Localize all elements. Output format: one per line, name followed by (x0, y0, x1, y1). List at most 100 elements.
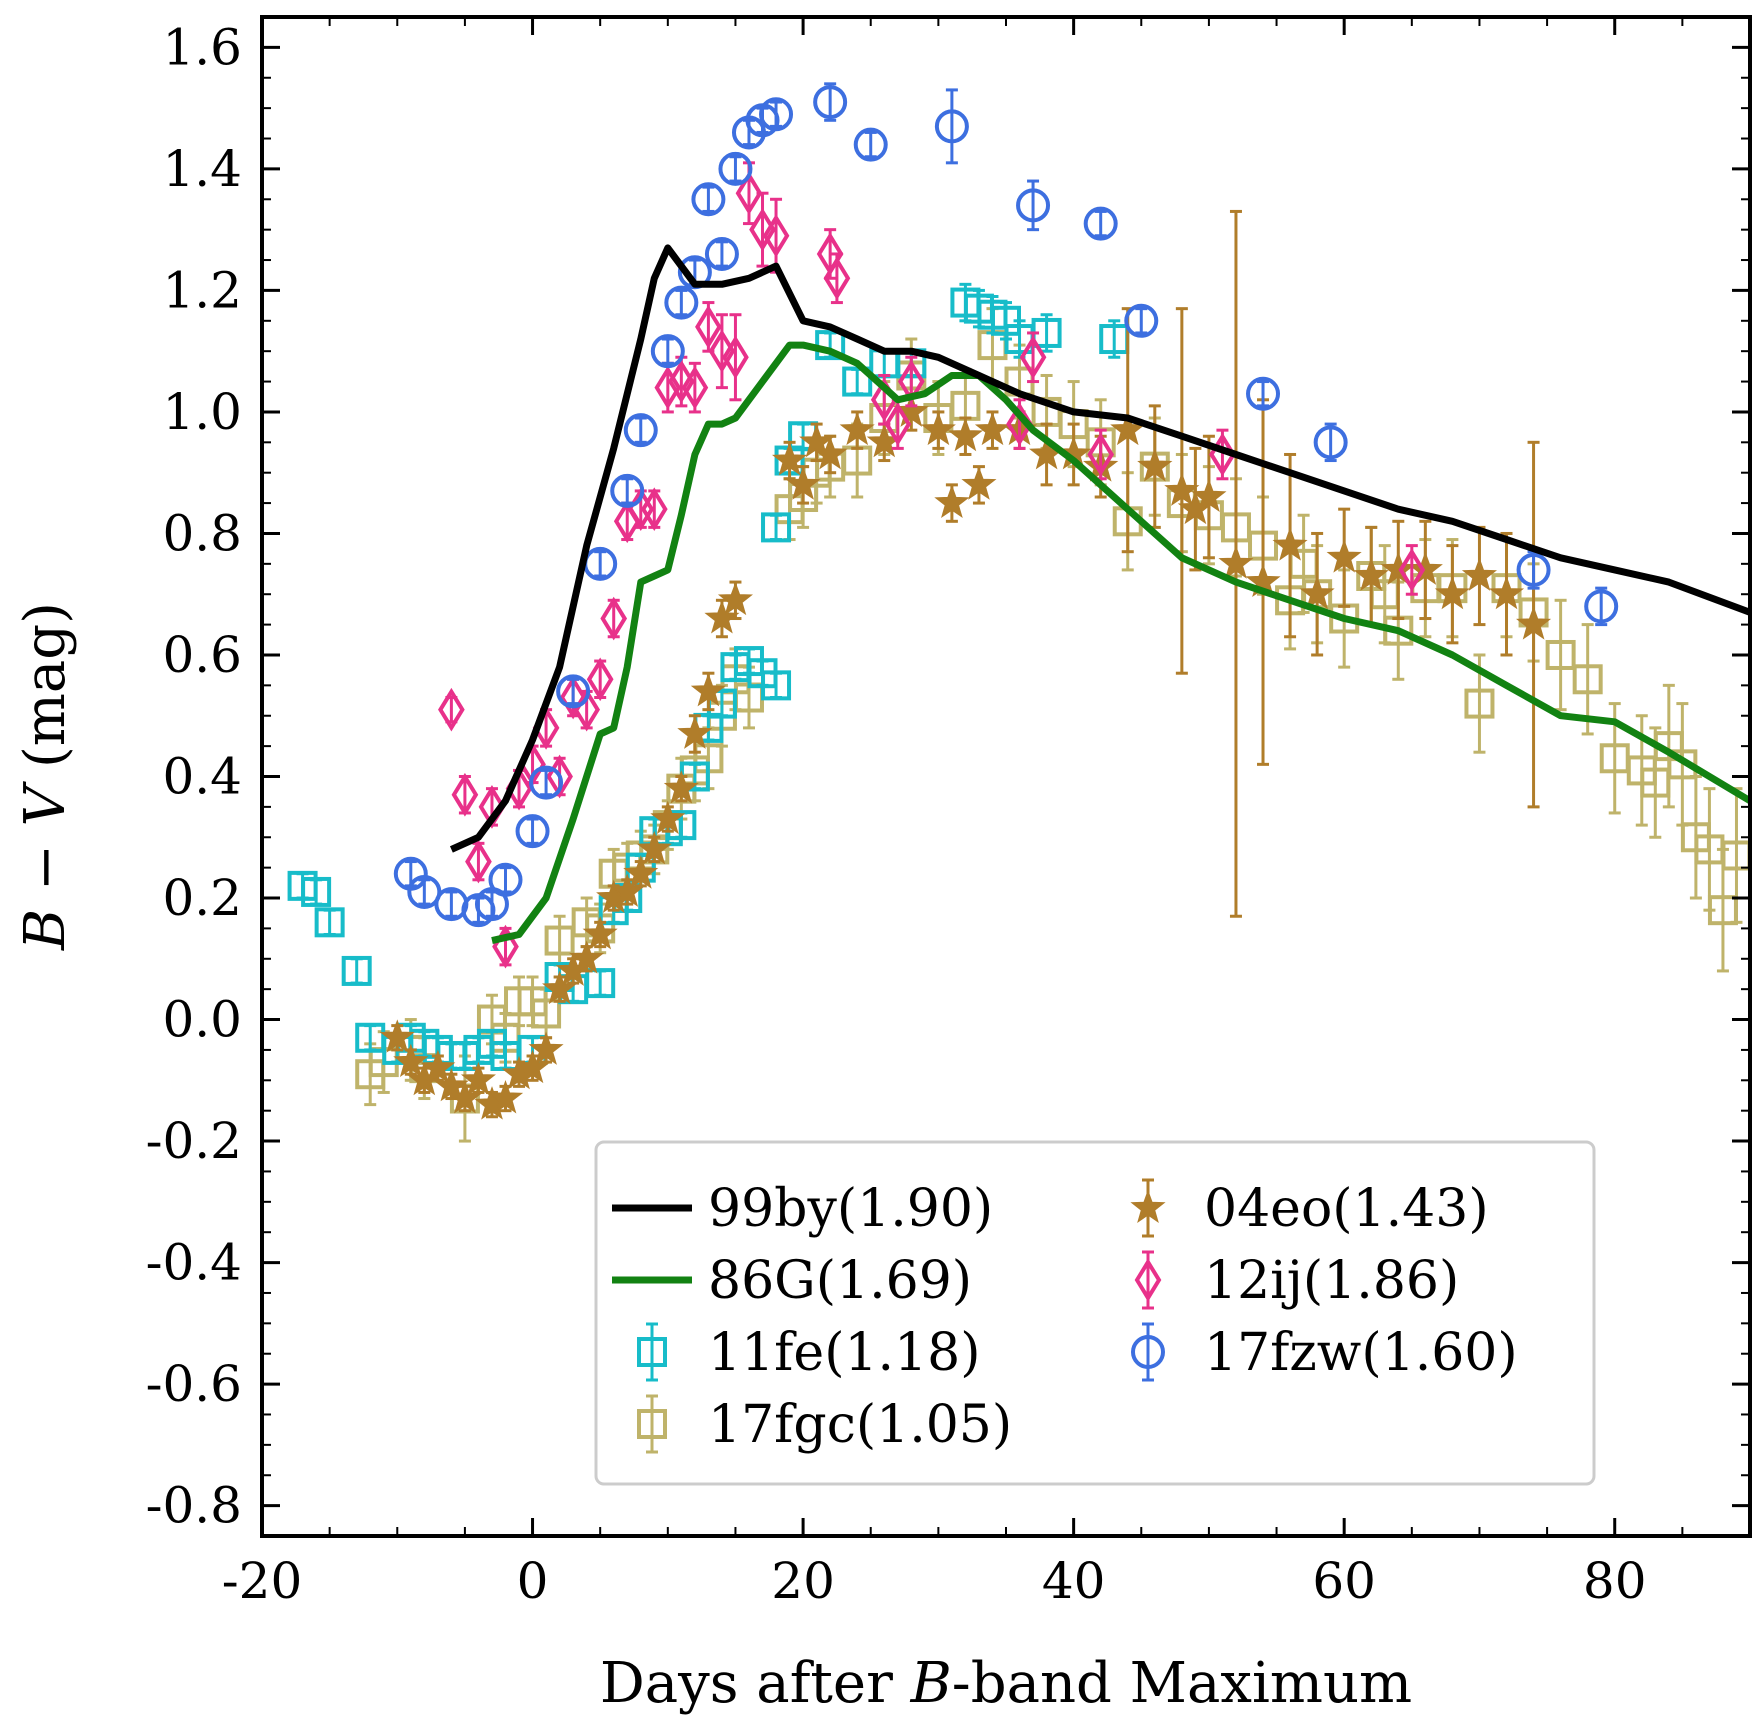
data-point-12ij (695, 305, 722, 349)
data-point-17fzw (1016, 188, 1051, 223)
series-17fgc (355, 307, 1750, 1143)
data-point-12ij (600, 596, 628, 641)
data-point-11fe (585, 968, 616, 999)
data-point-11fe (301, 876, 332, 907)
series-17fzw (393, 82, 1619, 928)
data-point-17fzw (853, 127, 888, 162)
data-point-11fe (341, 955, 372, 986)
y-tick-label: 0.4 (162, 748, 242, 806)
data-point-17fzw (1124, 303, 1159, 338)
data-point-17fzw (813, 85, 848, 120)
data-point-17fzw (488, 862, 523, 897)
x-tick-label: 20 (771, 1552, 835, 1610)
data-point-17fzw (1516, 552, 1551, 587)
data-point-04eo (690, 672, 726, 707)
data-point-04eo (569, 940, 605, 974)
data-point-04eo (1488, 575, 1525, 610)
data-point-12ij (438, 687, 465, 732)
data-layer (287, 82, 1750, 1143)
x-title-part-3: -band Maximum (952, 1651, 1412, 1716)
data-point-04eo (582, 916, 618, 950)
data-point-17fzw (623, 413, 658, 448)
data-point-12ij (451, 772, 479, 817)
y-tick-label: 0.0 (162, 991, 242, 1049)
data-point-17fzw (1083, 206, 1118, 241)
data-point-04eo (1272, 527, 1308, 561)
data-point-04eo (785, 466, 821, 500)
data-point-04eo (420, 1049, 456, 1084)
data-point-12ij (749, 207, 776, 252)
series-line-86G (491, 341, 1750, 945)
data-point-04eo (839, 411, 875, 446)
data-point-12ij (1019, 335, 1047, 380)
data-point-17fzw (934, 109, 969, 144)
data-point-17fzw (556, 674, 591, 709)
data-point-04eo (487, 1080, 524, 1114)
legend-label-17fzw: 17fzw(1.60) (1204, 1323, 1518, 1383)
data-point-17fgc (1572, 664, 1603, 695)
data-point-17fzw (664, 285, 699, 320)
legend-marker-04eo (1130, 1189, 1166, 1223)
x-title-part-2: B (910, 1651, 952, 1716)
data-point-17fzw (407, 874, 442, 909)
data-point-17fzw (718, 151, 753, 186)
x-axis-title: Days after B-band Maximum (600, 1651, 1412, 1716)
data-point-04eo (1218, 545, 1254, 579)
data-point-04eo (920, 411, 956, 446)
data-point-12ij (681, 365, 709, 410)
data-point-17fgc (1545, 639, 1576, 670)
data-point-04eo (812, 436, 848, 470)
x-tick-label: 60 (1312, 1552, 1376, 1610)
legend-marker-17fgc (637, 1409, 667, 1439)
data-point-12ij (823, 256, 851, 301)
data-point-17fzw (529, 765, 564, 800)
data-point-04eo (663, 770, 699, 804)
y-tick-label: -0.4 (146, 1234, 242, 1292)
y-tick-label: 0.6 (162, 626, 242, 684)
data-point-04eo (961, 466, 997, 500)
data-point-04eo (1516, 606, 1552, 640)
data-point-11fe (842, 366, 873, 397)
data-point-12ij (735, 171, 763, 216)
legend-box (594, 1140, 1596, 1486)
legend-label-86G: 86G(1.69) (708, 1251, 972, 1311)
data-point-11fe (761, 512, 792, 543)
y-tick-label: 1.4 (162, 140, 242, 198)
data-point-04eo (1353, 557, 1389, 591)
legend-label-99by: 99by(1.90) (708, 1179, 993, 1239)
y-tick-label: -0.6 (146, 1355, 242, 1413)
data-point-12ij (1087, 432, 1115, 477)
data-point-11fe (314, 907, 345, 938)
data-point-12ij (722, 335, 749, 380)
x-tick-label: -20 (222, 1552, 303, 1610)
data-point-17fzw (1313, 425, 1348, 460)
data-point-04eo (1461, 557, 1497, 591)
data-point-12ij (465, 839, 492, 884)
data-point-04eo (1191, 478, 1227, 512)
data-point-04eo (393, 1043, 429, 1077)
data-point-12ij (586, 657, 614, 702)
data-point-17fzw (515, 814, 550, 849)
data-point-04eo (460, 1061, 496, 1096)
data-point-12ij (668, 359, 695, 404)
series-86G (491, 341, 1750, 945)
data-point-17fzw (1246, 376, 1281, 411)
x-tick-label: 80 (1583, 1552, 1647, 1610)
y-title-part-3: V (13, 780, 78, 826)
y-tick-label: 0.8 (162, 504, 242, 562)
y-title-part-2: − (13, 826, 78, 909)
data-point-04eo (947, 417, 983, 452)
data-point-17fzw (1584, 589, 1619, 624)
data-point-04eo (636, 830, 672, 865)
y-tick-label: -0.8 (146, 1477, 242, 1535)
y-title-part-4: (mag) (13, 602, 78, 786)
y-tick-label: 1.0 (162, 383, 242, 441)
data-point-17fgc (1464, 688, 1495, 719)
data-point-04eo (717, 581, 753, 616)
y-tick-label: -0.2 (146, 1112, 242, 1170)
series-04eo (379, 209, 1552, 1120)
data-point-04eo (934, 484, 970, 518)
x-tick-label: 0 (517, 1552, 549, 1610)
legend-marker-11fe (637, 1337, 667, 1367)
